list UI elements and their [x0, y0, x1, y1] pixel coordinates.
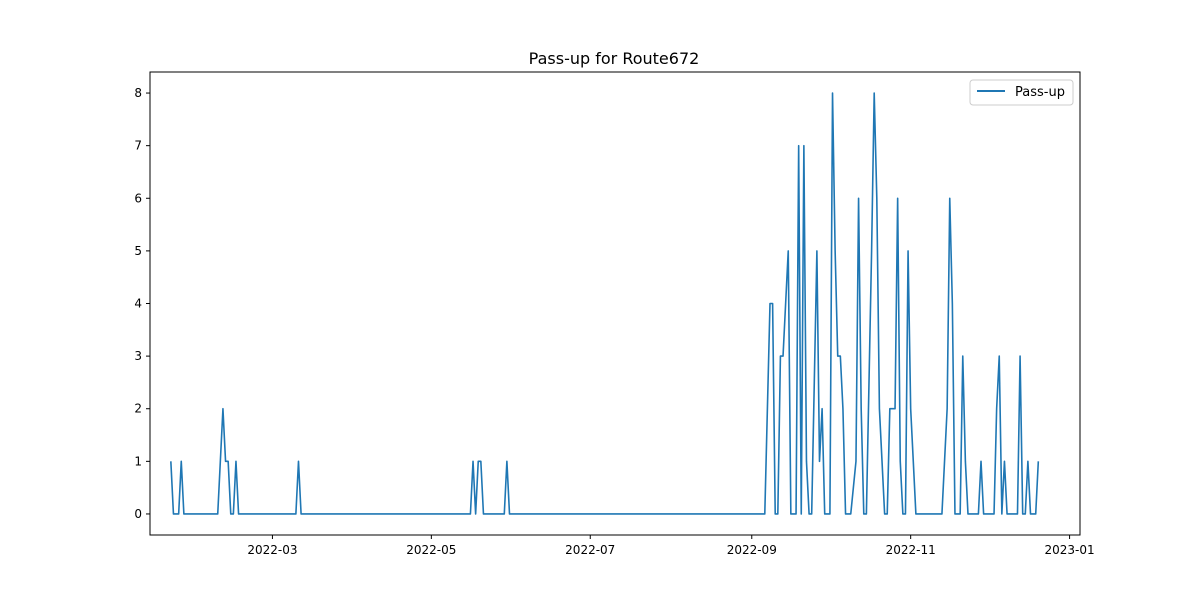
- y-tick-label: 4: [134, 297, 142, 311]
- y-tick-label: 2: [134, 402, 142, 416]
- y-tick-label: 8: [134, 86, 142, 100]
- y-tick-label: 1: [134, 454, 142, 468]
- y-axis: 0 1 2 3 4 5 6 7 8: [134, 86, 150, 521]
- x-tick-label: 2022-05: [406, 543, 456, 557]
- series-layer: [170, 92, 1040, 515]
- x-tick-label: 2022-11: [886, 543, 936, 557]
- series-line: [170, 92, 1040, 515]
- y-tick-label: 6: [134, 191, 142, 205]
- y-tick-label: 3: [134, 349, 142, 363]
- x-tick-label: 2022-07: [565, 543, 615, 557]
- plot-frame: [149, 71, 1081, 536]
- legend-box: [969, 79, 1074, 106]
- legend-label: Pass-up: [1015, 85, 1065, 100]
- x-tick-label: 2022-03: [247, 543, 297, 557]
- y-tick-label: 7: [134, 139, 142, 153]
- chart-title: Pass-up for Route672: [529, 49, 700, 68]
- legend: Pass-up: [969, 79, 1074, 106]
- x-axis: 2022-03 2022-05 2022-07 2022-09 2022-11 2023-…: [247, 535, 1095, 557]
- x-tick-label: 2023-01: [1045, 543, 1095, 557]
- x-tick-label: 2022-09: [727, 543, 777, 557]
- y-tick-label: 5: [134, 244, 142, 258]
- y-tick-label: 0: [134, 507, 142, 521]
